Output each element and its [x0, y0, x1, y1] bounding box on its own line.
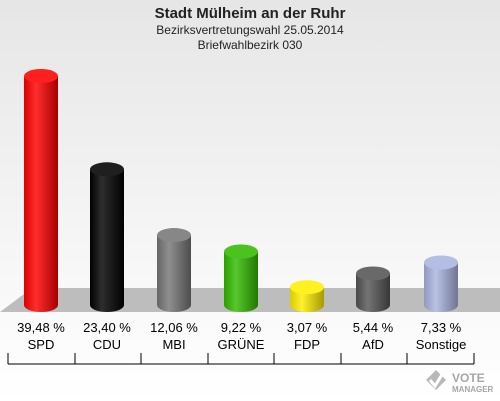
vote-manager-logo-icon: VOTE MANAGER	[426, 370, 494, 394]
bar-body	[224, 251, 258, 305]
category-label-afd: AfD	[362, 337, 384, 352]
bar-body	[90, 169, 124, 305]
bar-top	[90, 162, 124, 177]
logo-line2: MANAGER	[452, 385, 494, 394]
category-label-cdu: CDU	[93, 337, 121, 352]
value-label-spd: 39,48 %	[17, 320, 65, 335]
value-label-cdu: 23,40 %	[83, 320, 131, 335]
category-label-spd: SPD	[28, 337, 55, 352]
bar-cdu	[90, 162, 124, 312]
bar-top	[224, 244, 258, 259]
vote-manager-logo: VOTE MANAGER	[424, 368, 498, 396]
bar-top	[356, 266, 390, 281]
bar-bottom	[356, 298, 390, 312]
category-label-fdp: FDP	[294, 337, 320, 352]
bar-top	[24, 69, 58, 84]
bar-top	[290, 280, 324, 295]
bar-gr-ne	[224, 244, 258, 312]
bar-bottom	[424, 298, 458, 312]
bar-fdp	[290, 280, 324, 312]
bar-bottom	[90, 298, 124, 312]
labels-group: 39,48 % SPD 23,40 % CDU 12,06 % MBI 9,22 % GRÜN…	[7, 320, 475, 365]
bar-afd	[356, 266, 390, 312]
chart-header: Stadt Mülheim an der Ruhr Bezirksvertret…	[0, 4, 500, 53]
bars-group	[24, 69, 458, 312]
bar-bottom	[24, 298, 58, 312]
bar-bottom	[224, 298, 258, 312]
value-label-sonstige: 7,33 %	[421, 320, 462, 335]
bar-mbi	[157, 228, 191, 312]
category-label-mbi: MBI	[162, 337, 185, 352]
bar-spd	[24, 69, 58, 312]
bar-bottom	[290, 298, 324, 312]
bar-body	[24, 76, 58, 306]
chart-title: Stadt Mülheim an der Ruhr	[154, 5, 346, 22]
category-label-gr-ne: GRÜNE	[218, 337, 265, 352]
category-label-sonstige: Sonstige	[416, 337, 467, 352]
bar-top	[157, 228, 191, 243]
value-label-mbi: 12,06 %	[150, 320, 198, 335]
logo-line1: VOTE	[452, 371, 485, 385]
bar-body	[424, 262, 458, 305]
value-label-fdp: 3,07 %	[287, 320, 328, 335]
value-label-afd: 5,44 %	[353, 320, 394, 335]
chart-subtitle: Bezirksvertretungswahl 25.05.2014	[156, 23, 344, 37]
bar-sonstige	[424, 255, 458, 312]
chart-subtitle-2: Briefwahlbezirk 030	[197, 38, 303, 52]
bar-bottom	[157, 298, 191, 312]
bar-body	[157, 235, 191, 305]
bar-top	[424, 255, 458, 270]
value-label-gr-ne: 9,22 %	[221, 320, 262, 335]
